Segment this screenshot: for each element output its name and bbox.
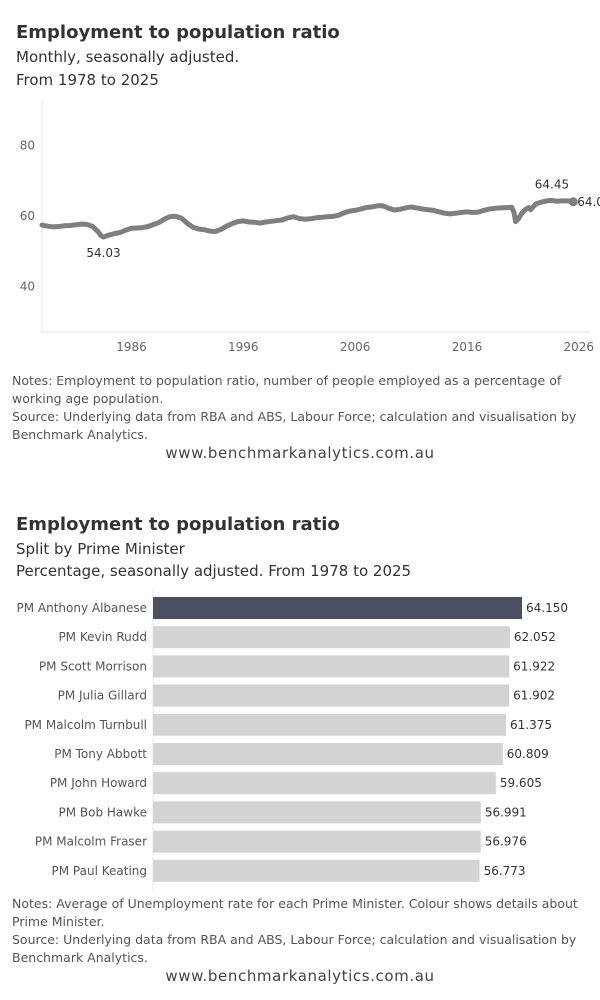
value-label: 62.052 xyxy=(514,630,556,644)
series-line xyxy=(39,197,576,240)
annotation-min: 54.03 xyxy=(86,246,120,260)
line-chart-title: Employment to population ratio xyxy=(16,22,340,43)
category-label: PM Tony Abbott xyxy=(54,747,147,761)
bar-chart-notes: Notes: Average of Unemployment rate for … xyxy=(12,896,578,929)
bar-chart-title: Employment to population ratio xyxy=(16,514,340,535)
bar xyxy=(153,859,480,882)
bar xyxy=(153,801,481,824)
y-tick-label: 60 xyxy=(20,209,35,223)
x-tick-label: 2006 xyxy=(340,340,371,354)
value-label: 64.150 xyxy=(526,601,568,615)
value-label: 61.375 xyxy=(510,718,552,732)
category-label: PM Malcolm Fraser xyxy=(35,835,147,849)
bar-chart-subtitle-2: Percentage, seasonally adjusted. From 19… xyxy=(16,562,412,580)
bar xyxy=(153,830,481,853)
bar-chart-source: Source: Underlying data from RBA and ABS… xyxy=(12,932,577,965)
value-label: 59.605 xyxy=(500,776,542,790)
value-label: 56.991 xyxy=(485,805,527,819)
category-label: PM Anthony Albanese xyxy=(16,601,147,615)
value-label: 56.976 xyxy=(485,835,527,849)
bar-chart-subtitle-1: Split by Prime Minister xyxy=(16,540,185,558)
line-chart-source: Source: Underlying data from RBA and ABS… xyxy=(12,409,577,442)
category-label: PM John Howard xyxy=(50,776,147,790)
y-tick-label: 80 xyxy=(20,139,35,153)
category-label: PM Paul Keating xyxy=(52,864,147,878)
value-label: 61.902 xyxy=(513,689,555,703)
y-tick-label: 40 xyxy=(20,279,35,293)
end-point-marker xyxy=(568,197,578,207)
value-label: 56.773 xyxy=(484,864,526,878)
bar xyxy=(153,626,510,649)
category-label: PM Kevin Rudd xyxy=(58,630,147,644)
annotation-latest: 64.05 xyxy=(577,195,600,209)
x-tick-label: 1986 xyxy=(116,340,147,354)
x-tick-label: 1996 xyxy=(228,340,259,354)
category-label: PM Bob Hawke xyxy=(58,805,147,819)
annotation-max: 64.45 xyxy=(535,177,569,191)
bar xyxy=(153,772,496,795)
bar xyxy=(153,597,522,619)
line-chart: 40 60 80 1986 1996 2006 2016 2026 54.03 64.45 64.0… xyxy=(20,100,600,354)
line-chart-notes: Notes: Employment to population ratio, n… xyxy=(12,373,562,406)
x-tick-label: 2016 xyxy=(452,340,483,354)
line-chart-subtitle-2: From 1978 to 2025 xyxy=(16,71,159,89)
x-tick-label: 2026 xyxy=(564,340,595,354)
value-label: 61.922 xyxy=(513,659,555,673)
category-label: PM Scott Morrison xyxy=(39,659,147,673)
line-chart-section: Employment to population ratio Monthly, … xyxy=(0,0,600,470)
category-label: PM Julia Gillard xyxy=(58,689,147,703)
category-label: PM Malcolm Turnbull xyxy=(24,718,147,732)
bar-chart: PM Anthony Albanese 64.150 PM Kevin Rudd 62… xyxy=(16,590,568,890)
bar xyxy=(153,684,510,707)
bar xyxy=(153,713,507,736)
line-chart-subtitle-1: Monthly, seasonally adjusted. xyxy=(16,48,240,66)
bar xyxy=(153,743,503,765)
value-label: 60.809 xyxy=(507,747,549,761)
bar-chart-website: www.benchmarkanalytics.com.au xyxy=(165,967,435,985)
line-chart-website: www.benchmarkanalytics.com.au xyxy=(165,444,435,462)
bar xyxy=(153,655,510,678)
